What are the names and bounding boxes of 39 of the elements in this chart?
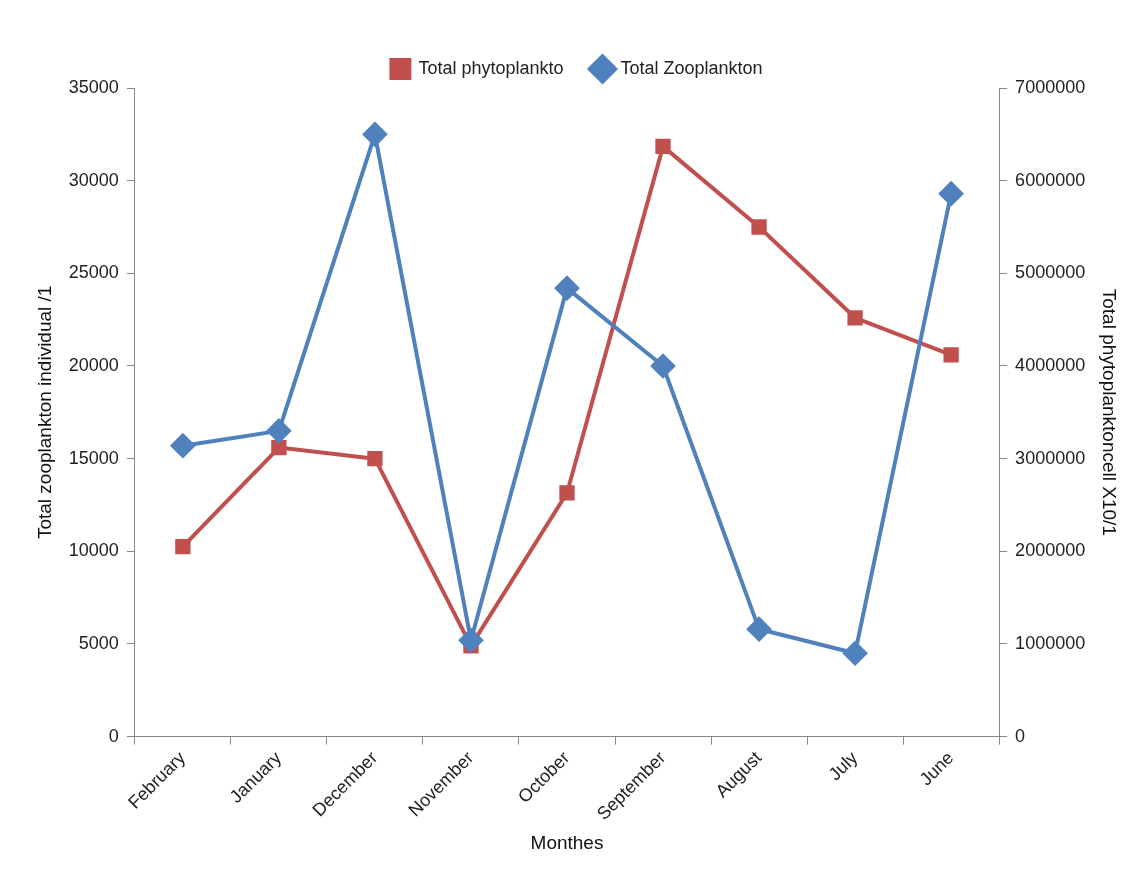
point: [943, 347, 959, 363]
y-tick-label: 35000: [68, 76, 119, 97]
y2-tick-label: 1000000: [1015, 632, 1086, 653]
point: [651, 354, 676, 378]
y2-tick-label: 4000000: [1015, 354, 1086, 375]
y2-tick-label: 0: [1015, 725, 1026, 746]
x-tick-label: July: [824, 747, 862, 785]
point: [271, 439, 287, 456]
y-tick-label: 15000: [68, 447, 119, 468]
y2-axis-title: Total phytoplanktoncell X10/1: [1099, 288, 1121, 536]
point: [843, 641, 868, 666]
x-axis-title: Monthes: [530, 831, 604, 853]
point: [367, 451, 383, 467]
y2-tick-label: 2000000: [1015, 540, 1086, 561]
point: [747, 617, 772, 642]
y-tick-label: 20000: [68, 354, 119, 375]
point: [362, 122, 387, 147]
y-tick-label: 0: [108, 725, 119, 746]
point: [939, 181, 964, 206]
point: [554, 276, 579, 301]
y2-tick-label: 6000000: [1015, 169, 1086, 190]
y-tick-label: 30000: [68, 169, 119, 190]
point: [458, 628, 483, 653]
y2-tick-label: 3000000: [1015, 447, 1086, 468]
point: [751, 219, 767, 235]
point: [655, 138, 671, 155]
y-tick-label: 5000: [78, 632, 119, 653]
y-axis-title: Total zooplankton individual /1: [33, 285, 55, 540]
legend-label: Total phytoplankto: [418, 57, 564, 78]
point: [170, 433, 195, 458]
y-tick-label: 10000: [68, 540, 119, 561]
y-tick-label: 25000: [68, 262, 119, 283]
point: [266, 418, 291, 443]
y2-tick-label: 7000000: [1015, 76, 1086, 97]
point: [847, 310, 863, 326]
y2-tick-label: 5000000: [1015, 262, 1086, 283]
legend-label: Total Zooplankton: [620, 57, 763, 78]
point: [175, 539, 191, 555]
point: [559, 485, 575, 501]
